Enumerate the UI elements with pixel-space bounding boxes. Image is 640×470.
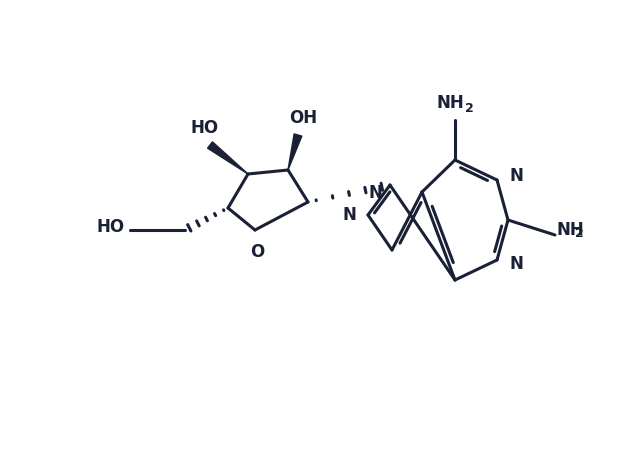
Text: 2: 2	[575, 227, 584, 240]
Text: N: N	[509, 255, 523, 273]
Text: 2: 2	[465, 102, 474, 115]
Text: OH: OH	[289, 109, 317, 127]
Text: N: N	[342, 206, 356, 224]
Text: NH: NH	[557, 221, 585, 239]
Text: O: O	[250, 243, 264, 261]
Text: N: N	[368, 184, 382, 202]
Text: NH: NH	[436, 94, 464, 112]
Text: N: N	[509, 167, 523, 185]
Polygon shape	[207, 142, 248, 174]
Polygon shape	[288, 134, 302, 170]
Text: HO: HO	[97, 218, 125, 236]
Text: HO: HO	[191, 119, 219, 137]
